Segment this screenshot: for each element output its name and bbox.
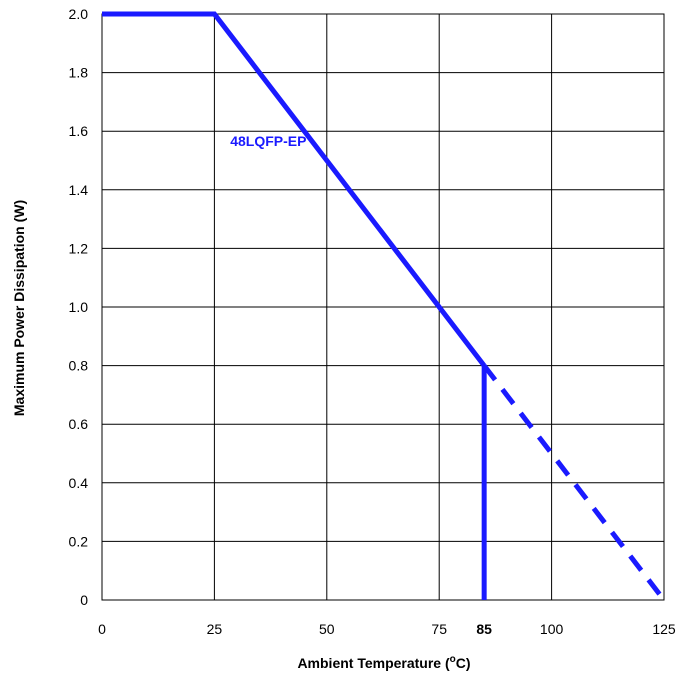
annotations: 48LQFP-EP — [230, 133, 306, 149]
series-line-solid — [102, 11, 487, 368]
x-axis-title: Ambient Temperature (oC) — [297, 654, 470, 671]
y-axis-title: Maximum Power Dissipation (W) — [11, 200, 27, 416]
y-tick-label: 1.6 — [69, 123, 89, 139]
x-tick-label: 50 — [319, 621, 335, 637]
y-tick-label: 0.8 — [69, 358, 89, 374]
series-line-dashed — [482, 364, 666, 602]
y-tick-label: 1.0 — [69, 299, 89, 315]
y-tick-label: 1.8 — [69, 65, 89, 81]
x-tick-label: 25 — [207, 621, 223, 637]
x-tick-label: 100 — [540, 621, 564, 637]
series-label: 48LQFP-EP — [230, 133, 306, 149]
x-tick-label: 85 — [476, 621, 492, 637]
x-tick-label: 125 — [652, 621, 676, 637]
plot-frame — [101, 13, 665, 601]
y-tick-label: 0.4 — [69, 475, 89, 491]
series-layer — [102, 11, 666, 602]
y-tick-label: 1.2 — [69, 240, 89, 256]
y-tick-label: 2.0 — [69, 6, 89, 22]
y-tick-label: 0.6 — [69, 416, 89, 432]
y-tick-labels: 0 0.2 0.4 0.6 0.8 1.0 1.2 1.4 1.6 1.8 2.0 — [69, 6, 89, 608]
x-tick-label: 75 — [431, 621, 447, 637]
y-tick-label: 0.2 — [69, 533, 89, 549]
x-tick-labels: 0 25 50 75 85 100 125 — [98, 621, 676, 637]
y-tick-label: 1.4 — [69, 182, 89, 198]
y-tick-label: 0 — [80, 592, 88, 608]
x-tick-label: 0 — [98, 621, 106, 637]
grid — [101, 13, 665, 601]
